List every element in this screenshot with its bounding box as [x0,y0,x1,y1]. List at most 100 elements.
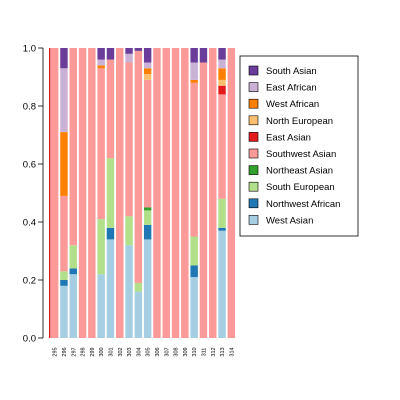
bar-stack-305 [143,48,152,338]
bar-segment [106,48,115,60]
legend-item: Northwest African [248,198,340,210]
legend-label: East African [266,83,317,94]
x-tick-label: 298 [81,347,87,356]
bar-segment [60,285,68,338]
bar-segment [143,74,152,80]
legend-swatch [248,148,259,159]
bar-stack-306 [153,48,161,338]
legend-label: Northeast Asian [266,166,333,177]
bar-segment [60,195,68,272]
bar-segment [218,227,226,231]
bar-stack-307 [162,48,170,338]
bar-segment [218,59,226,69]
legend-swatch [248,215,259,225]
x-tick-label: 301 [108,347,114,356]
bar-segment [88,48,96,338]
legend-swatch [248,198,259,209]
x-tick-label: 309 [183,347,189,356]
bar-segment [60,68,68,133]
bar-segment [190,48,198,63]
bar-segment [125,48,133,54]
bar-stack-309 [181,48,189,338]
bar-segment [106,59,115,159]
bar-stack-312 [209,48,217,338]
bar-segment [218,48,226,60]
bar-stack-311 [199,48,208,338]
y-axis: 0.0 0.2 0.4 0.6 0.8 1.0 [23,44,44,345]
bar-segment [227,48,236,338]
y-tick-label: 0.4 [23,218,36,229]
bar-segment [218,68,226,80]
bar-segment [125,53,133,63]
bar-segment [153,48,161,338]
legend-swatch [248,181,259,192]
x-tick-label: 306 [155,347,161,356]
y-tick-label: 0.6 [23,160,36,171]
bar-segment [218,94,226,199]
x-tick-label: 312 [211,347,217,356]
legend-item: South European [248,181,335,193]
bar-stack-295 [50,48,59,338]
bar-segment [199,48,208,63]
bar-segment [143,68,152,75]
legend-label: East Asian [266,132,311,143]
legend: South Asian East African West African North… [239,55,359,237]
bar-segment [125,245,133,338]
bar-segment [134,50,143,283]
legend-label: West Asian [266,215,313,226]
legend-item: West African [248,98,319,110]
bar-stack-297 [69,48,77,338]
bar-stack-302 [116,48,124,338]
legend-item: East African [248,82,317,94]
bar-segment [218,230,226,338]
legend-swatch [248,65,259,76]
bar-segment [97,219,105,275]
x-tick-label: 299 [90,347,96,356]
x-tick-label: 303 [127,347,133,356]
legend-item: South Asian [248,65,317,77]
bar-segment [143,239,152,338]
x-tick-label: 300 [99,347,105,356]
legend-item: Southwest Asian [248,148,336,160]
legend-swatch [248,132,259,142]
bar-segment [190,277,198,338]
bar-segment [97,65,105,69]
legend-item: East Asian [248,132,311,143]
bar-segment [69,245,77,269]
bar-segment [78,48,87,338]
legend-label: Southwest Asian [266,149,336,160]
bar-segment [143,79,152,208]
y-tick-label: 0.0 [23,334,36,345]
bar-segment [97,48,105,60]
x-tick-label: 311 [201,348,207,357]
legend-swatch [248,165,259,175]
x-tick-label: 305 [146,347,152,356]
bar-segment [106,239,115,338]
bar-segment [162,48,170,338]
legend-box [239,55,359,237]
bar-segment [69,48,77,246]
legend-label: South Asian [266,66,317,77]
bar-stack-310 [190,48,198,338]
legend-swatch [248,98,259,109]
bar-stack-298 [78,48,87,338]
bar-segment [218,85,226,95]
bar-segment [134,282,143,292]
bar-segment [143,62,152,69]
bar-segment [143,48,152,63]
bar-segment [134,291,143,338]
x-tick-label: 295 [53,347,59,356]
x-tick-label: 313 [220,347,226,356]
x-axis: 295 296 297 298 299 300 301 302 303 304 305 306 307 3… [53,347,236,356]
bar-stack-300 [97,48,105,338]
bar-segment [218,79,226,86]
bar-stack-308 [171,48,180,338]
y-tick-label: 0.8 [23,102,36,113]
x-tick-label: 296 [62,347,68,356]
x-tick-label: 302 [118,347,124,356]
bar-segment [190,82,198,237]
x-tick-label: 314 [229,347,235,356]
bar-segment [97,68,105,220]
bar-segment [97,274,105,338]
